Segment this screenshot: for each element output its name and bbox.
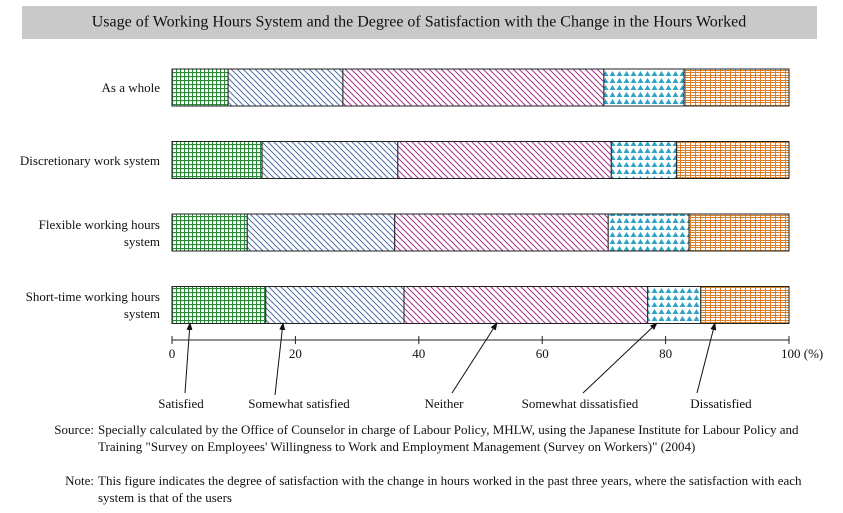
legend-label: Somewhat dissatisfied bbox=[522, 396, 639, 411]
bar-segment bbox=[603, 68, 685, 107]
bar-segment bbox=[246, 213, 396, 252]
x-tick-label: 80 bbox=[659, 346, 672, 361]
title-band bbox=[22, 6, 817, 39]
bar-segment bbox=[610, 141, 678, 179]
x-tick-label: 0 bbox=[169, 346, 176, 361]
source-text: Specially calculated by the Office of Co… bbox=[98, 422, 799, 454]
legend-label: Dissatisfied bbox=[690, 396, 752, 411]
bar-segment bbox=[688, 213, 790, 252]
source-label: Source: bbox=[54, 422, 94, 437]
x-tick-label: 100 (%) bbox=[781, 346, 823, 361]
note: Note: This figure indicates the degree o… bbox=[52, 472, 822, 506]
legend-arrow bbox=[696, 322, 717, 394]
bar-segment bbox=[647, 286, 702, 324]
category-label: Discretionary work system bbox=[19, 152, 160, 168]
legend-label: Somewhat satisfied bbox=[248, 396, 350, 411]
bar-segment bbox=[171, 141, 263, 179]
bar-segment bbox=[171, 213, 248, 252]
category-label: Short-time working hours system bbox=[25, 289, 160, 321]
legend-arrow bbox=[274, 322, 286, 396]
bar-segment bbox=[403, 286, 649, 324]
x-tick-label: 20 bbox=[289, 346, 302, 361]
bar-segment bbox=[171, 286, 267, 324]
bar-segment bbox=[342, 68, 605, 107]
category-label: Flexible working hours system bbox=[38, 216, 160, 249]
note-label: Note: bbox=[65, 473, 94, 488]
bar-segment bbox=[394, 213, 609, 252]
legend-arrow bbox=[451, 322, 498, 394]
bar-segment bbox=[676, 141, 790, 179]
chart-title: Usage of Working Hours System and the De… bbox=[92, 14, 746, 31]
bar-segment bbox=[171, 68, 229, 107]
bar-segment bbox=[265, 286, 405, 324]
legend-arrow bbox=[582, 322, 658, 394]
x-tick-label: 40 bbox=[412, 346, 425, 361]
bar-segment bbox=[683, 68, 790, 107]
note-text: This figure indicates the degree of sati… bbox=[98, 473, 802, 505]
bar-segment bbox=[607, 213, 690, 252]
legend-label: Neither bbox=[425, 396, 465, 411]
category-label: As a whole bbox=[101, 80, 161, 95]
bar-segment bbox=[261, 141, 399, 179]
bar-segment bbox=[227, 68, 344, 107]
source: Source: Specially calculated by the Offi… bbox=[52, 421, 822, 455]
legend-arrow bbox=[184, 322, 193, 394]
bar-segment bbox=[700, 286, 790, 324]
legend-label: Satisfied bbox=[158, 396, 204, 411]
x-tick-label: 60 bbox=[536, 346, 549, 361]
bar-segment bbox=[397, 141, 612, 179]
